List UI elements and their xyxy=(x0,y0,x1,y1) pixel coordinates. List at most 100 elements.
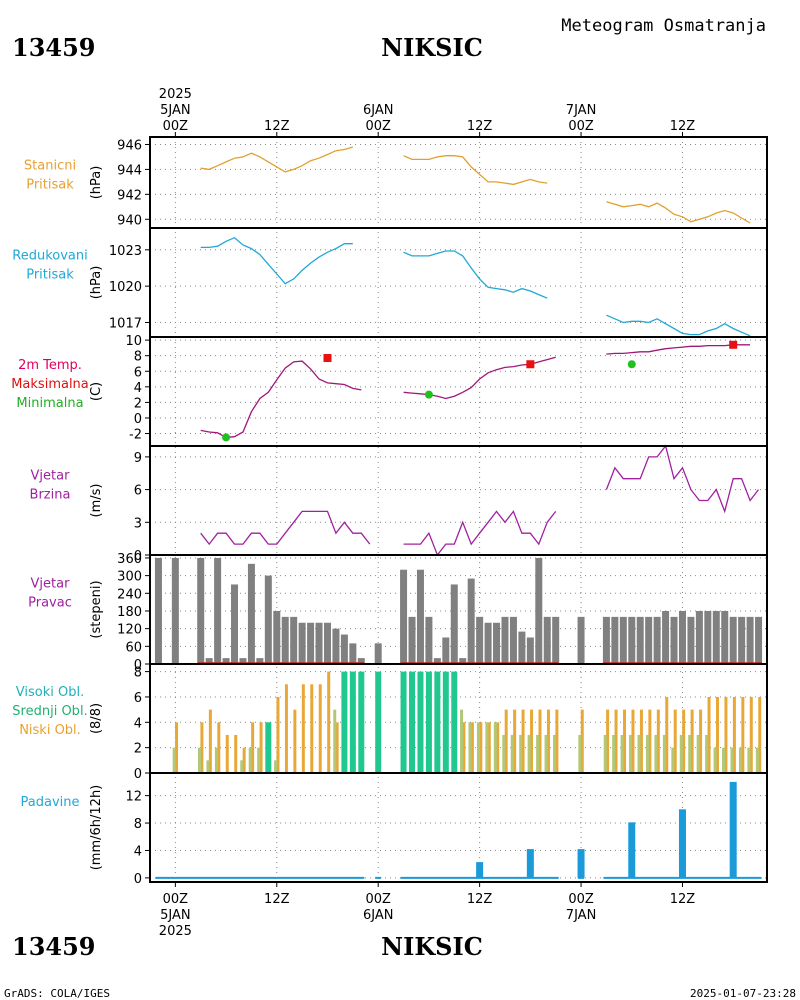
wind-direction-bar xyxy=(628,616,636,664)
y-tick-label: 360 xyxy=(117,552,142,567)
cloud-bar xyxy=(301,684,305,773)
wind-direction-bar xyxy=(247,563,255,664)
panel-frame xyxy=(149,772,768,883)
station-id-top: 13459 xyxy=(12,33,96,62)
y-tick-label: 10 xyxy=(125,334,142,349)
wind-direction-bar xyxy=(653,616,661,664)
y-tick-label: 4 xyxy=(134,844,142,859)
series-line-reduced-pressure xyxy=(606,314,751,337)
cloud-bar xyxy=(758,696,762,773)
cloud-bar xyxy=(662,734,666,773)
y-axis-unit: (stepeni) xyxy=(89,580,104,638)
chart-title: Meteogram Osmatranja xyxy=(561,16,766,36)
wind-direction-bar xyxy=(712,610,720,664)
panel-label: Maksimalna xyxy=(11,377,89,392)
wind-direction-bar xyxy=(501,616,509,664)
cloud-bar xyxy=(749,696,753,773)
y-tick-label: 8 xyxy=(134,666,142,681)
footer-timestamp: 2025-01-07-23:28 xyxy=(690,987,796,1000)
y-tick-label: 0 xyxy=(134,658,142,673)
y-axis-unit: (hPa) xyxy=(89,166,104,200)
y-tick-label: -2 xyxy=(129,428,142,443)
y-tick-label: 0 xyxy=(134,872,142,887)
panel-label: Vjetar xyxy=(31,469,71,484)
y-tick-label: 0 xyxy=(134,767,142,782)
cloud-bar xyxy=(530,709,534,773)
cloud-bar xyxy=(688,734,692,773)
tmin-marker xyxy=(222,433,231,442)
precip-bar xyxy=(577,849,585,878)
wind-direction-bar xyxy=(290,616,298,664)
cloud-bar xyxy=(732,696,736,773)
wind-direction-bar xyxy=(281,616,289,664)
cloud-bar xyxy=(580,709,584,773)
panel-label: Pravac xyxy=(28,596,72,611)
cloud-bar xyxy=(417,671,424,773)
series-line-temperature xyxy=(200,360,362,439)
station-id-bottom: 13459 xyxy=(12,932,96,961)
cloud-bar xyxy=(175,722,179,773)
cloud-bar xyxy=(400,671,407,773)
y-axis-unit: (hPa) xyxy=(89,266,104,300)
panel-label: Niski Obl. xyxy=(19,723,81,738)
cloud-bar xyxy=(476,722,480,773)
cloud-bar xyxy=(206,760,210,773)
cloud-bar xyxy=(284,684,288,773)
time-label-top: 5JAN xyxy=(160,103,191,118)
wind-direction-bar xyxy=(205,658,213,664)
panel-label: Padavine xyxy=(21,795,80,810)
wind-direction-bar xyxy=(493,622,501,664)
wind-direction-bar xyxy=(273,610,281,664)
time-label-bottom: 12Z xyxy=(264,892,290,907)
wind-direction-bar xyxy=(400,569,408,664)
cloud-bar xyxy=(208,709,212,773)
wind-direction-bar xyxy=(577,616,585,664)
wind-direction-bar xyxy=(535,557,543,664)
cloud-bar xyxy=(504,709,508,773)
cloud-bar xyxy=(510,734,514,773)
wind-direction-bar xyxy=(222,658,230,664)
cloud-bar xyxy=(217,722,221,773)
cloud-bar xyxy=(259,722,263,773)
wind-direction-bar xyxy=(459,658,467,664)
cloud-bar xyxy=(198,747,202,773)
cloud-bar xyxy=(544,734,548,773)
cloud-bar xyxy=(690,709,694,773)
precip-bar xyxy=(526,849,534,878)
wind-direction-bar xyxy=(476,616,484,664)
panel-label: Pritisak xyxy=(26,268,74,283)
cloud-bar xyxy=(738,747,742,773)
y-tick-label: 240 xyxy=(117,587,142,602)
wind-direction-bar xyxy=(256,658,264,664)
y-axis-unit: (C) xyxy=(89,382,104,401)
cloud-bar xyxy=(755,747,759,773)
cloud-bar xyxy=(513,709,517,773)
cloud-bar xyxy=(603,734,607,773)
precip-bar xyxy=(729,781,737,878)
tmax-marker xyxy=(323,354,332,363)
wind-direction-bar xyxy=(323,622,331,664)
y-tick-label: 1017 xyxy=(109,316,142,331)
wind-direction-bar xyxy=(543,616,551,664)
y-tick-label: 6 xyxy=(134,691,142,706)
y-axis-unit: (m/s) xyxy=(89,484,104,518)
tmax-marker xyxy=(526,360,535,369)
cloud-bar xyxy=(538,709,542,773)
panel-frame xyxy=(149,336,768,447)
series-line-wind-speed xyxy=(200,510,371,546)
time-label-top: 12Z xyxy=(264,119,290,134)
panel-label: 2m Temp. xyxy=(18,358,82,373)
y-tick-label: 2 xyxy=(134,396,142,411)
time-label-top: 7JAN xyxy=(566,103,597,118)
cloud-bar xyxy=(673,709,677,773)
y-tick-label: 120 xyxy=(117,623,142,638)
y-tick-label: 12 xyxy=(125,790,142,805)
cloud-bar xyxy=(578,734,582,773)
cloud-bar xyxy=(349,671,356,773)
wind-direction-bar xyxy=(450,584,458,664)
cloud-bar xyxy=(248,747,252,773)
cloud-bar xyxy=(442,671,449,773)
cloud-bar xyxy=(645,734,649,773)
wind-direction-bar xyxy=(433,658,441,664)
